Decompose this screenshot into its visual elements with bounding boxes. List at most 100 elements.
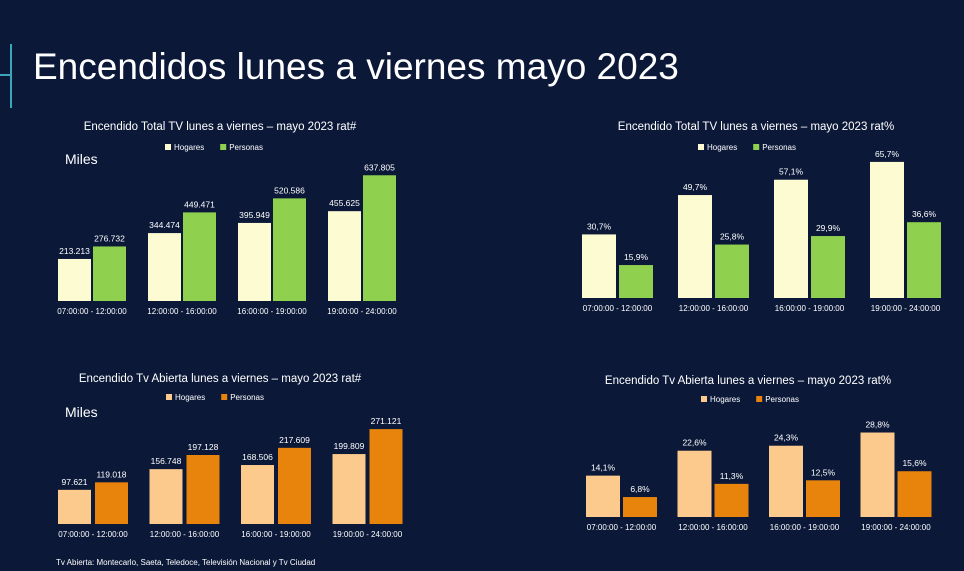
data-label: 119.018 [96,469,126,479]
legend-label: Personas [230,393,264,402]
data-label: 156.748 [151,456,182,466]
chart-title: Encendido Total TV lunes a viernes – may… [618,121,894,133]
category-label: 12:00:00 - 16:00:00 [150,530,220,539]
bar-hogares [328,211,361,301]
category-label: 07:00:00 - 12:00:00 [58,530,128,539]
legend-swatch [165,144,171,150]
data-label: 65,7% [875,149,900,159]
bar-hogares [238,222,271,301]
legend-label: Personas [762,143,796,152]
chart-tv-abierta-rat-pct: Encendido Tv Abierta lunes a viernes – m… [560,362,960,552]
chart-total-tv-rat-pct: Encendido Total TV lunes a viernes – may… [560,112,960,322]
footnote: Tv Abierta: Montecarlo, Saeta, Teledoce,… [56,558,316,567]
data-label: 637.805 [364,162,395,172]
bar-hogares [58,489,91,524]
legend-label: Hogares [174,143,204,152]
bar-personas [619,265,653,298]
category-label: 19:00:00 - 24:00:00 [333,530,403,539]
data-label: 449.471 [184,199,215,209]
category-label: 19:00:00 - 24:00:00 [861,523,931,532]
data-label: 57,1% [779,167,804,177]
chart-svg: Encendido Total TV lunes a viernes – may… [582,121,941,313]
data-label: 6,8% [630,484,650,494]
legend-label: Hogares [710,395,740,404]
bar-personas [369,429,403,524]
data-label: 455.625 [329,198,360,208]
data-label: 213.213 [59,246,90,256]
chart-svg: Encendido Tv Abierta lunes a viernes – m… [586,375,932,532]
bar-personas [897,471,932,517]
data-label: 97.621 [62,477,88,487]
bar-personas [715,244,749,298]
chart-title: Encendido Tv Abierta lunes a viernes – m… [79,373,362,385]
category-label: 19:00:00 - 24:00:00 [327,307,397,316]
bar-hogares [677,450,712,517]
chart-total-tv-rat-abs: Encendido Total TV lunes a viernes – may… [40,112,440,322]
data-label: 14,1% [591,463,616,473]
bar-hogares [58,258,91,301]
category-label: 16:00:00 - 19:00:00 [241,530,311,539]
bar-hogares [586,475,620,517]
data-label: 168.506 [242,452,273,462]
bar-personas [93,246,126,301]
legend-swatch [756,396,763,402]
category-label: 16:00:00 - 19:00:00 [775,304,845,313]
bar-hogares [769,445,803,517]
legend-label: Personas [765,395,799,404]
data-label: 199.809 [334,441,365,451]
category-label: 12:00:00 - 16:00:00 [678,523,748,532]
chart-title: Encendido Total TV lunes a viernes – may… [84,121,357,133]
data-label: 49,7% [683,182,708,192]
bar-personas [907,222,941,298]
category-label: 07:00:00 - 12:00:00 [583,304,653,313]
bar-personas [811,236,845,298]
legend-label: Hogares [707,143,737,152]
bar-hogares [149,469,183,524]
bar-hogares [774,179,808,298]
legend-swatch [220,144,227,150]
unit-label: Miles [65,404,98,420]
category-label: 16:00:00 - 19:00:00 [770,523,840,532]
data-label: 25,8% [720,232,745,242]
legend-label: Hogares [175,393,205,402]
chart-svg: Encendido Total TV lunes a viernes – may… [57,121,397,316]
legend-label: Personas [229,143,263,152]
data-label: 24,3% [774,433,799,443]
bar-hogares [860,432,895,517]
bar-personas [623,497,657,517]
category-label: 12:00:00 - 16:00:00 [147,307,217,316]
legend-swatch [698,144,704,150]
data-label: 271.121 [371,416,402,426]
data-label: 11,3% [720,471,744,481]
legend-swatch [166,394,172,400]
category-label: 16:00:00 - 19:00:00 [237,307,307,316]
data-label: 12,5% [811,467,836,477]
legend-swatch [753,144,760,150]
accent-line [10,44,12,108]
bar-hogares [678,195,712,298]
category-label: 07:00:00 - 12:00:00 [57,307,127,316]
bar-personas [186,455,220,524]
bar-hogares [148,233,181,301]
chart-svg: Encendido Tv Abierta lunes a viernes – m… [58,373,403,539]
data-label: 29,9% [816,223,841,233]
data-label: 30,7% [587,221,612,231]
legend-swatch [701,396,707,402]
chart-title: Encendido Tv Abierta lunes a viernes – m… [605,375,891,387]
unit-label: Miles [65,151,98,167]
bar-personas [183,212,216,301]
slide-title: Encendidos lunes a viernes mayo 2023 [33,46,679,87]
bar-hogares [582,234,616,298]
data-label: 217.609 [279,435,310,445]
data-label: 197.128 [188,442,219,452]
chart-tv-abierta-rat-abs: Encendido Tv Abierta lunes a viernes – m… [40,362,440,552]
data-label: 15,9% [624,252,649,262]
data-label: 276.732 [94,233,125,243]
category-label: 19:00:00 - 24:00:00 [871,304,941,313]
bar-personas [273,198,306,301]
bar-personas [363,175,396,301]
category-label: 12:00:00 - 16:00:00 [679,304,749,313]
bar-personas [714,483,749,517]
data-label: 36,6% [912,209,937,219]
bar-personas [278,447,311,524]
